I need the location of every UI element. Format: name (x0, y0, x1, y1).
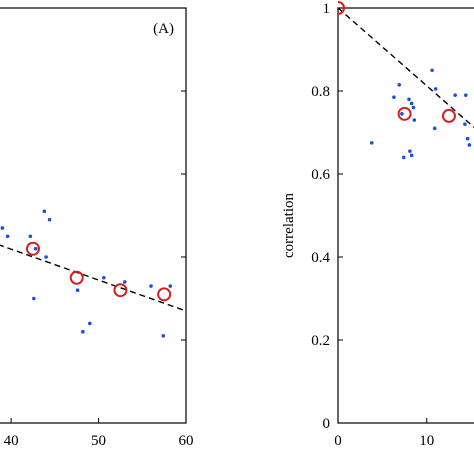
data-point (467, 143, 472, 147)
plot-content (0, 209, 186, 338)
data-point (411, 105, 416, 110)
plot-frame (337, 7, 474, 424)
data-point (412, 118, 417, 122)
data-point (28, 234, 33, 239)
data-point (42, 209, 47, 214)
x-tick-label: 50 (91, 433, 106, 449)
data-point (102, 275, 106, 280)
data-point (409, 153, 414, 158)
y-tick-label: 0.2 (311, 333, 330, 349)
data-point (432, 126, 437, 131)
y-tick-label: 1 (323, 1, 331, 17)
data-point (409, 101, 414, 106)
data-point (392, 95, 396, 100)
data-point (463, 122, 467, 126)
data-point (75, 288, 80, 293)
data-point (400, 112, 404, 116)
data-point (397, 82, 402, 87)
mean-marker (157, 287, 172, 302)
panel-label: (A) (153, 21, 174, 37)
data-point (401, 155, 406, 160)
mean-marker (113, 283, 128, 298)
plot-frame (0, 7, 187, 424)
data-point (33, 246, 38, 251)
data-point (161, 334, 166, 338)
y-tick-label: 0.8 (311, 84, 330, 100)
mean-marker (338, 1, 345, 15)
mean-marker (397, 106, 412, 121)
data-point (465, 136, 470, 141)
y-tick-label: 0 (323, 416, 331, 432)
data-point (408, 149, 412, 153)
data-point (407, 97, 411, 102)
plot-content (338, 1, 474, 160)
data-point (81, 329, 85, 334)
data-point (433, 87, 438, 91)
mean-marker (25, 241, 40, 256)
data-point (464, 93, 468, 97)
data-point (122, 280, 127, 284)
mean-marker (69, 270, 84, 285)
data-point (149, 284, 153, 288)
x-tick-label: 10 (419, 433, 434, 449)
y-tick-label: 0.6 (311, 167, 330, 183)
data-point (168, 284, 173, 288)
data-point (88, 321, 92, 326)
panel-a: 40 50 60 (A) (0, 7, 194, 449)
x-tick-label: 40 (4, 433, 19, 449)
x-tick-label: 0 (334, 433, 342, 449)
data-point (430, 68, 434, 73)
mean-marker (441, 108, 456, 123)
data-point (47, 217, 52, 222)
data-point (369, 141, 374, 145)
y-tick-label: 0.4 (311, 250, 330, 266)
fit-line (0, 244, 186, 312)
data-point (453, 93, 457, 97)
data-point (0, 226, 5, 230)
data-point (44, 255, 48, 259)
data-point (5, 234, 10, 239)
data-point (32, 296, 36, 301)
fit-line (338, 7, 474, 129)
y-axis-title: correlation (281, 193, 297, 258)
x-tick-label: 60 (179, 433, 194, 449)
